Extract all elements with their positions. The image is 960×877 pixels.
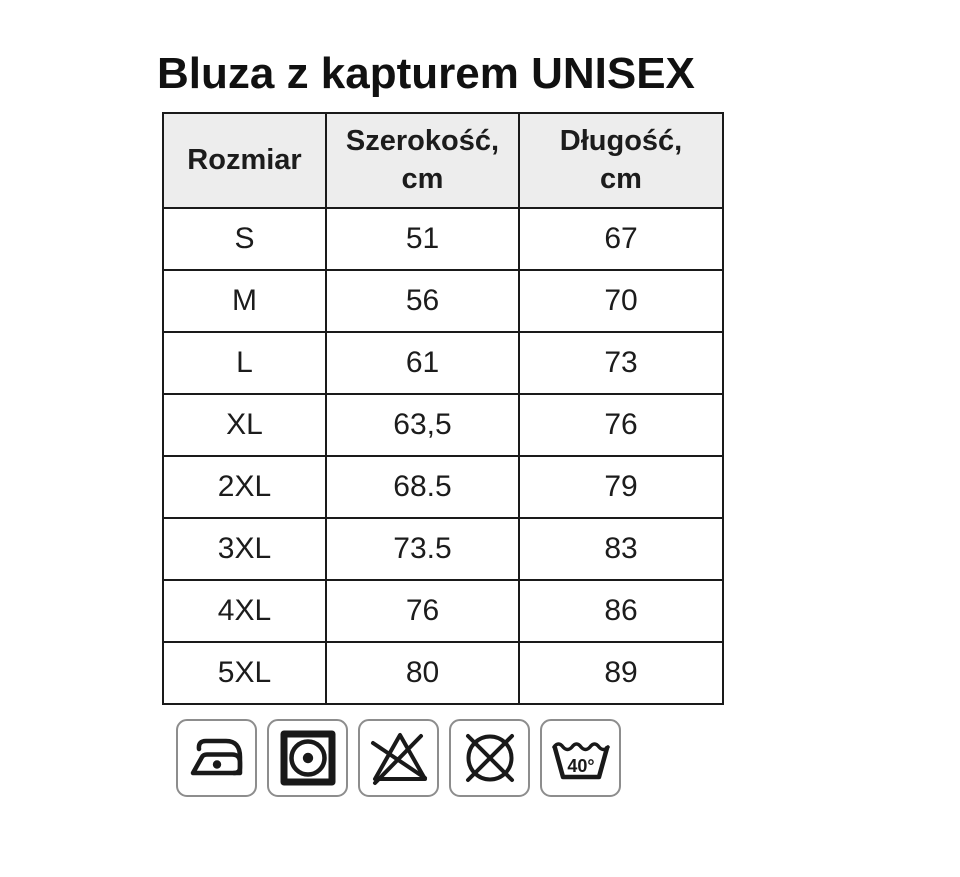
length-cell: 89 bbox=[518, 641, 724, 705]
size-cell: L bbox=[162, 331, 327, 395]
table-row: 5XL 80 89 bbox=[162, 641, 724, 705]
table-row: L 61 73 bbox=[162, 331, 724, 395]
table-row: S 51 67 bbox=[162, 207, 724, 271]
column-header-size: Rozmiar bbox=[162, 112, 327, 209]
length-cell: 79 bbox=[518, 455, 724, 519]
table-row: M 56 70 bbox=[162, 269, 724, 333]
do-not-dry-clean-icon bbox=[449, 719, 530, 797]
width-cell: 56 bbox=[325, 269, 520, 333]
length-cell: 73 bbox=[518, 331, 724, 395]
size-cell: S bbox=[162, 207, 327, 271]
size-cell: 4XL bbox=[162, 579, 327, 643]
length-cell: 70 bbox=[518, 269, 724, 333]
table-row: XL 63,5 76 bbox=[162, 393, 724, 457]
do-not-bleach-icon bbox=[358, 719, 439, 797]
table-row: 3XL 73.5 83 bbox=[162, 517, 724, 581]
length-cell: 83 bbox=[518, 517, 724, 581]
page-title: Bluza z kapturem UNISEX bbox=[157, 49, 695, 98]
size-cell: 5XL bbox=[162, 641, 327, 705]
wash-temperature-label: 40° bbox=[567, 756, 594, 776]
width-cell: 61 bbox=[325, 331, 520, 395]
size-cell: 2XL bbox=[162, 455, 327, 519]
care-icons-row: 40° bbox=[176, 719, 621, 797]
length-cell: 67 bbox=[518, 207, 724, 271]
size-cell: 3XL bbox=[162, 517, 327, 581]
width-cell: 73.5 bbox=[325, 517, 520, 581]
column-header-length: Długość, cm bbox=[518, 112, 724, 209]
width-cell: 76 bbox=[325, 579, 520, 643]
length-cell: 76 bbox=[518, 393, 724, 457]
iron-low-temp-icon bbox=[176, 719, 257, 797]
size-cell: M bbox=[162, 269, 327, 333]
header-row: Rozmiar Szerokość, cm Długość, cm bbox=[162, 112, 724, 209]
wash-40-icon: 40° bbox=[540, 719, 621, 797]
width-cell: 63,5 bbox=[325, 393, 520, 457]
width-cell: 68.5 bbox=[325, 455, 520, 519]
size-cell: XL bbox=[162, 393, 327, 457]
table-row: 2XL 68.5 79 bbox=[162, 455, 724, 519]
length-cell: 86 bbox=[518, 579, 724, 643]
tumble-dry-low-icon bbox=[267, 719, 348, 797]
table-row: 4XL 76 86 bbox=[162, 579, 724, 643]
column-header-width: Szerokość, cm bbox=[325, 112, 520, 209]
size-table: Rozmiar Szerokość, cm Długość, cm S 51 6… bbox=[162, 112, 724, 705]
width-cell: 80 bbox=[325, 641, 520, 705]
width-cell: 51 bbox=[325, 207, 520, 271]
